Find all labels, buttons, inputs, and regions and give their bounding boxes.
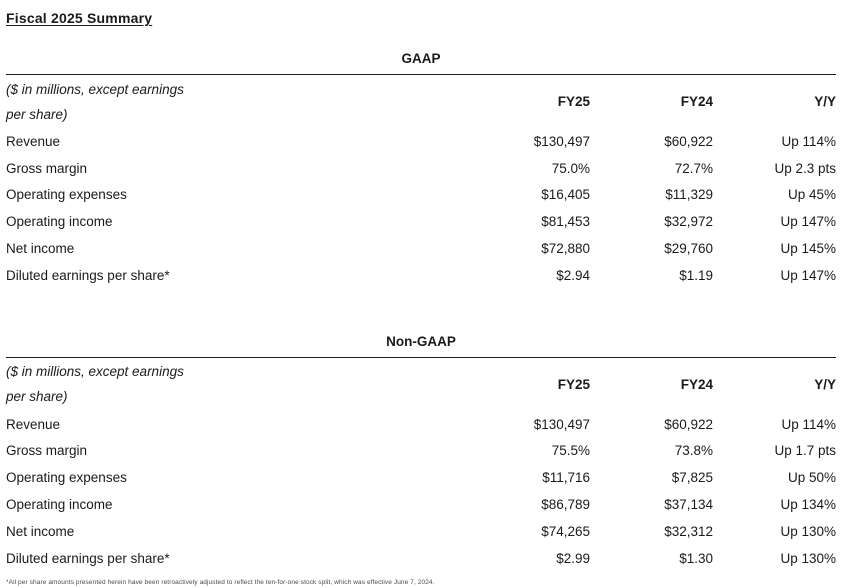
cell-fy25: $74,265 [541,523,590,539]
cell-fy25: $72,880 [541,241,590,257]
cell-fy25: $130,497 [533,133,590,149]
row-label: Operating expenses [6,470,127,486]
cell-fy25: $2.94 [556,267,590,283]
cell-yy: Up 114% [781,416,836,432]
gaap-table: GAAP ($ in millions, except earnings per… [6,51,836,289]
cell-fy24: $60,922 [664,416,713,432]
table-row-gross-margin: Gross margin 75.5% 73.8% Up 1.7 pts [6,438,836,465]
document-content: Fiscal 2025 Summary GAAP ($ in millions,… [6,10,836,586]
unit-note-line1: ($ in millions, except earnings [6,81,184,97]
table-row-net-income: Net income $74,265 $32,312 Up 130% [6,518,836,545]
row-label: Gross margin [6,160,88,176]
non-gaap-table: Non-GAAP ($ in millions, except earnings… [6,334,836,572]
cell-yy: Up 134% [780,497,836,513]
unit-note: ($ in millions, except earnings per shar… [6,359,448,409]
table-row-operating-expenses: Operating expenses $16,405 $11,329 Up 45… [6,182,836,209]
cell-yy: Up 114% [781,133,836,149]
footnote: *All per share amounts presented herein … [6,578,435,586]
row-label: Diluted earnings per share* [6,267,170,283]
table-row-operating-expenses: Operating expenses $11,716 $7,825 Up 50% [6,464,836,491]
row-label: Operating expenses [6,187,127,203]
non-gaap-header-row: ($ in millions, except earnings per shar… [6,358,836,411]
row-label: Gross margin [6,443,88,459]
cell-fy24: $11,329 [665,187,713,203]
table-row-gross-margin: Gross margin 75.0% 72.7% Up 2.3 pts [6,155,836,182]
cell-fy25: $16,405 [541,187,590,203]
cell-fy25: 75.0% [551,160,590,176]
cell-fy24: $29,760 [664,241,713,257]
cell-yy: Up 2.3 pts [774,160,836,176]
cell-yy: Up 145% [780,241,836,257]
cell-fy25: $130,497 [533,416,590,432]
cell-fy24: $1.19 [679,267,713,283]
cell-fy25: $2.99 [556,550,590,566]
column-header-yy: Y/Y [814,94,836,109]
cell-fy25: 75.5% [551,443,590,459]
table-row-net-income: Net income $72,880 $29,760 Up 145% [6,235,836,262]
cell-fy24: $37,134 [664,497,713,513]
column-header-yy: Y/Y [814,376,836,392]
cell-fy24: $32,312 [664,523,713,539]
table-row-operating-income: Operating income $81,453 $32,972 Up 147% [6,208,836,235]
cell-fy25: $81,453 [541,214,590,230]
cell-fy25: $11,716 [542,470,590,486]
page-title: Fiscal 2025 Summary [6,10,153,26]
row-label: Net income [6,523,75,539]
unit-note-line1: ($ in millions, except earnings [6,364,184,380]
table-row-revenue: Revenue $130,497 $60,922 Up 114% [6,128,836,155]
gaap-table-heading: GAAP [6,51,836,75]
cell-yy: Up 147% [780,267,836,283]
row-label: Revenue [6,416,61,432]
table-row-operating-income: Operating income $86,789 $37,134 Up 134% [6,491,836,518]
table-row-diluted-eps: Diluted earnings per share* $2.94 $1.19 … [6,262,836,289]
unit-note-line2: per share) [6,389,68,405]
cell-fy24: 72.7% [674,160,713,176]
cell-fy24: $1.30 [679,550,713,566]
cell-fy25: $86,789 [541,497,590,513]
row-label: Operating income [6,497,113,513]
row-label: Revenue [6,133,61,149]
table-row-diluted-eps: Diluted earnings per share* $2.99 $1.30 … [6,545,836,572]
cell-fy24: $60,922 [664,133,713,149]
column-header-fy25: FY25 [557,376,590,392]
gaap-header-row: ($ in millions, except earnings per shar… [6,75,836,128]
row-label: Diluted earnings per share* [6,550,170,566]
cell-fy24: $7,825 [671,470,713,486]
column-header-fy24: FY24 [680,376,713,392]
cell-yy: Up 50% [787,470,836,486]
cell-fy24: 73.8% [674,443,713,459]
row-label: Net income [6,241,75,257]
cell-yy: Up 130% [780,550,836,566]
non-gaap-table-heading: Non-GAAP [6,334,836,358]
row-label: Operating income [6,214,113,230]
cell-yy: Up 1.7 pts [774,443,836,459]
cell-yy: Up 147% [780,214,836,230]
column-header-fy24: FY24 [680,94,713,109]
cell-fy24: $32,972 [664,214,713,230]
table-row-revenue: Revenue $130,497 $60,922 Up 114% [6,411,836,438]
cell-yy: Up 45% [787,187,836,203]
cell-yy: Up 130% [780,523,836,539]
column-header-fy25: FY25 [557,94,590,109]
unit-note: ($ in millions, except earnings per shar… [6,77,448,127]
unit-note-line2: per share) [6,106,68,122]
